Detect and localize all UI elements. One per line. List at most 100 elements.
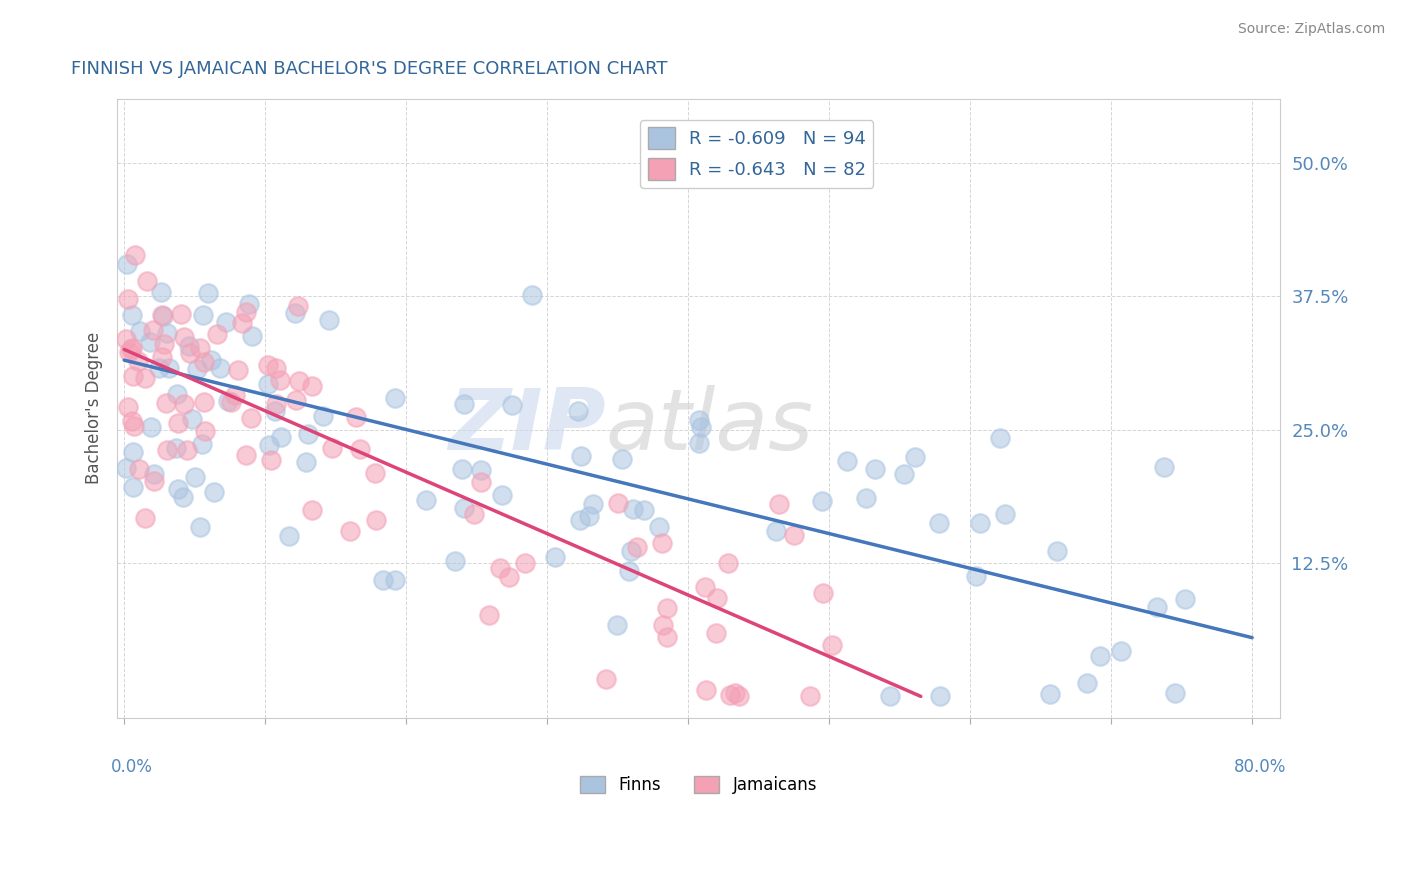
- Point: [297, 427, 319, 442]
- Point: [904, 450, 927, 465]
- Point: [181, 412, 204, 426]
- Point: [339, 524, 361, 538]
- Point: [621, 502, 644, 516]
- Point: [169, 307, 191, 321]
- Point: [855, 491, 877, 505]
- Point: [235, 305, 257, 319]
- Point: [1046, 543, 1069, 558]
- Point: [188, 341, 211, 355]
- Point: [257, 376, 280, 391]
- Point: [143, 474, 166, 488]
- Point: [235, 448, 257, 462]
- Point: [1174, 591, 1197, 606]
- Point: [139, 335, 162, 350]
- Point: [117, 400, 139, 414]
- Point: [612, 451, 634, 466]
- Point: [142, 467, 165, 482]
- Point: [706, 591, 728, 605]
- Point: [569, 449, 592, 463]
- Point: [1088, 648, 1111, 663]
- Point: [167, 482, 190, 496]
- Point: [186, 361, 208, 376]
- Point: [453, 397, 475, 411]
- Point: [224, 388, 246, 402]
- Point: [633, 503, 655, 517]
- Point: [173, 329, 195, 343]
- Point: [239, 410, 262, 425]
- Point: [284, 306, 307, 320]
- Point: [264, 397, 287, 411]
- Point: [242, 329, 264, 343]
- Point: [657, 600, 679, 615]
- Point: [993, 507, 1015, 521]
- Point: [194, 424, 217, 438]
- Point: [1076, 675, 1098, 690]
- Point: [215, 315, 238, 329]
- Point: [117, 292, 139, 306]
- Point: [820, 638, 842, 652]
- Point: [765, 524, 787, 538]
- Point: [606, 618, 628, 632]
- Point: [136, 274, 159, 288]
- Text: atlas: atlas: [606, 385, 814, 468]
- Point: [256, 359, 278, 373]
- Point: [567, 404, 589, 418]
- Point: [166, 386, 188, 401]
- Point: [491, 488, 513, 502]
- Point: [176, 443, 198, 458]
- Point: [811, 585, 834, 599]
- Point: [155, 395, 177, 409]
- Point: [837, 454, 859, 468]
- Point: [443, 554, 465, 568]
- Point: [318, 312, 340, 326]
- Point: [301, 379, 323, 393]
- Point: [121, 445, 143, 459]
- Point: [120, 343, 142, 357]
- Point: [184, 470, 207, 484]
- Point: [695, 580, 717, 594]
- Point: [626, 540, 648, 554]
- Point: [295, 455, 318, 469]
- Point: [205, 327, 228, 342]
- Point: [197, 286, 219, 301]
- Point: [134, 511, 156, 525]
- Point: [724, 686, 747, 700]
- Point: [720, 688, 742, 702]
- Point: [152, 310, 174, 324]
- Point: [321, 441, 343, 455]
- Point: [118, 344, 141, 359]
- Point: [179, 346, 201, 360]
- Text: ZIP: ZIP: [449, 385, 606, 468]
- Point: [285, 392, 308, 407]
- Point: [689, 420, 711, 434]
- Point: [287, 299, 309, 313]
- Point: [115, 257, 138, 271]
- Point: [879, 690, 901, 704]
- Point: [371, 573, 394, 587]
- Point: [478, 607, 501, 622]
- Point: [451, 461, 474, 475]
- Point: [988, 431, 1011, 445]
- Point: [134, 371, 156, 385]
- Point: [489, 561, 512, 575]
- Point: [193, 394, 215, 409]
- Point: [124, 247, 146, 261]
- Point: [114, 332, 136, 346]
- Point: [173, 397, 195, 411]
- Point: [1164, 686, 1187, 700]
- Point: [217, 394, 239, 409]
- Point: [172, 491, 194, 505]
- Point: [865, 461, 887, 475]
- Point: [128, 462, 150, 476]
- Point: [928, 516, 950, 530]
- Point: [153, 336, 176, 351]
- Point: [219, 395, 242, 409]
- Point: [312, 409, 335, 424]
- Point: [578, 508, 600, 523]
- Text: FINNISH VS JAMAICAN BACHELOR'S DEGREE CORRELATION CHART: FINNISH VS JAMAICAN BACHELOR'S DEGREE CO…: [70, 60, 668, 78]
- Text: 0.0%: 0.0%: [111, 758, 153, 776]
- Point: [344, 410, 367, 425]
- Point: [364, 513, 387, 527]
- Point: [657, 630, 679, 644]
- Point: [202, 484, 225, 499]
